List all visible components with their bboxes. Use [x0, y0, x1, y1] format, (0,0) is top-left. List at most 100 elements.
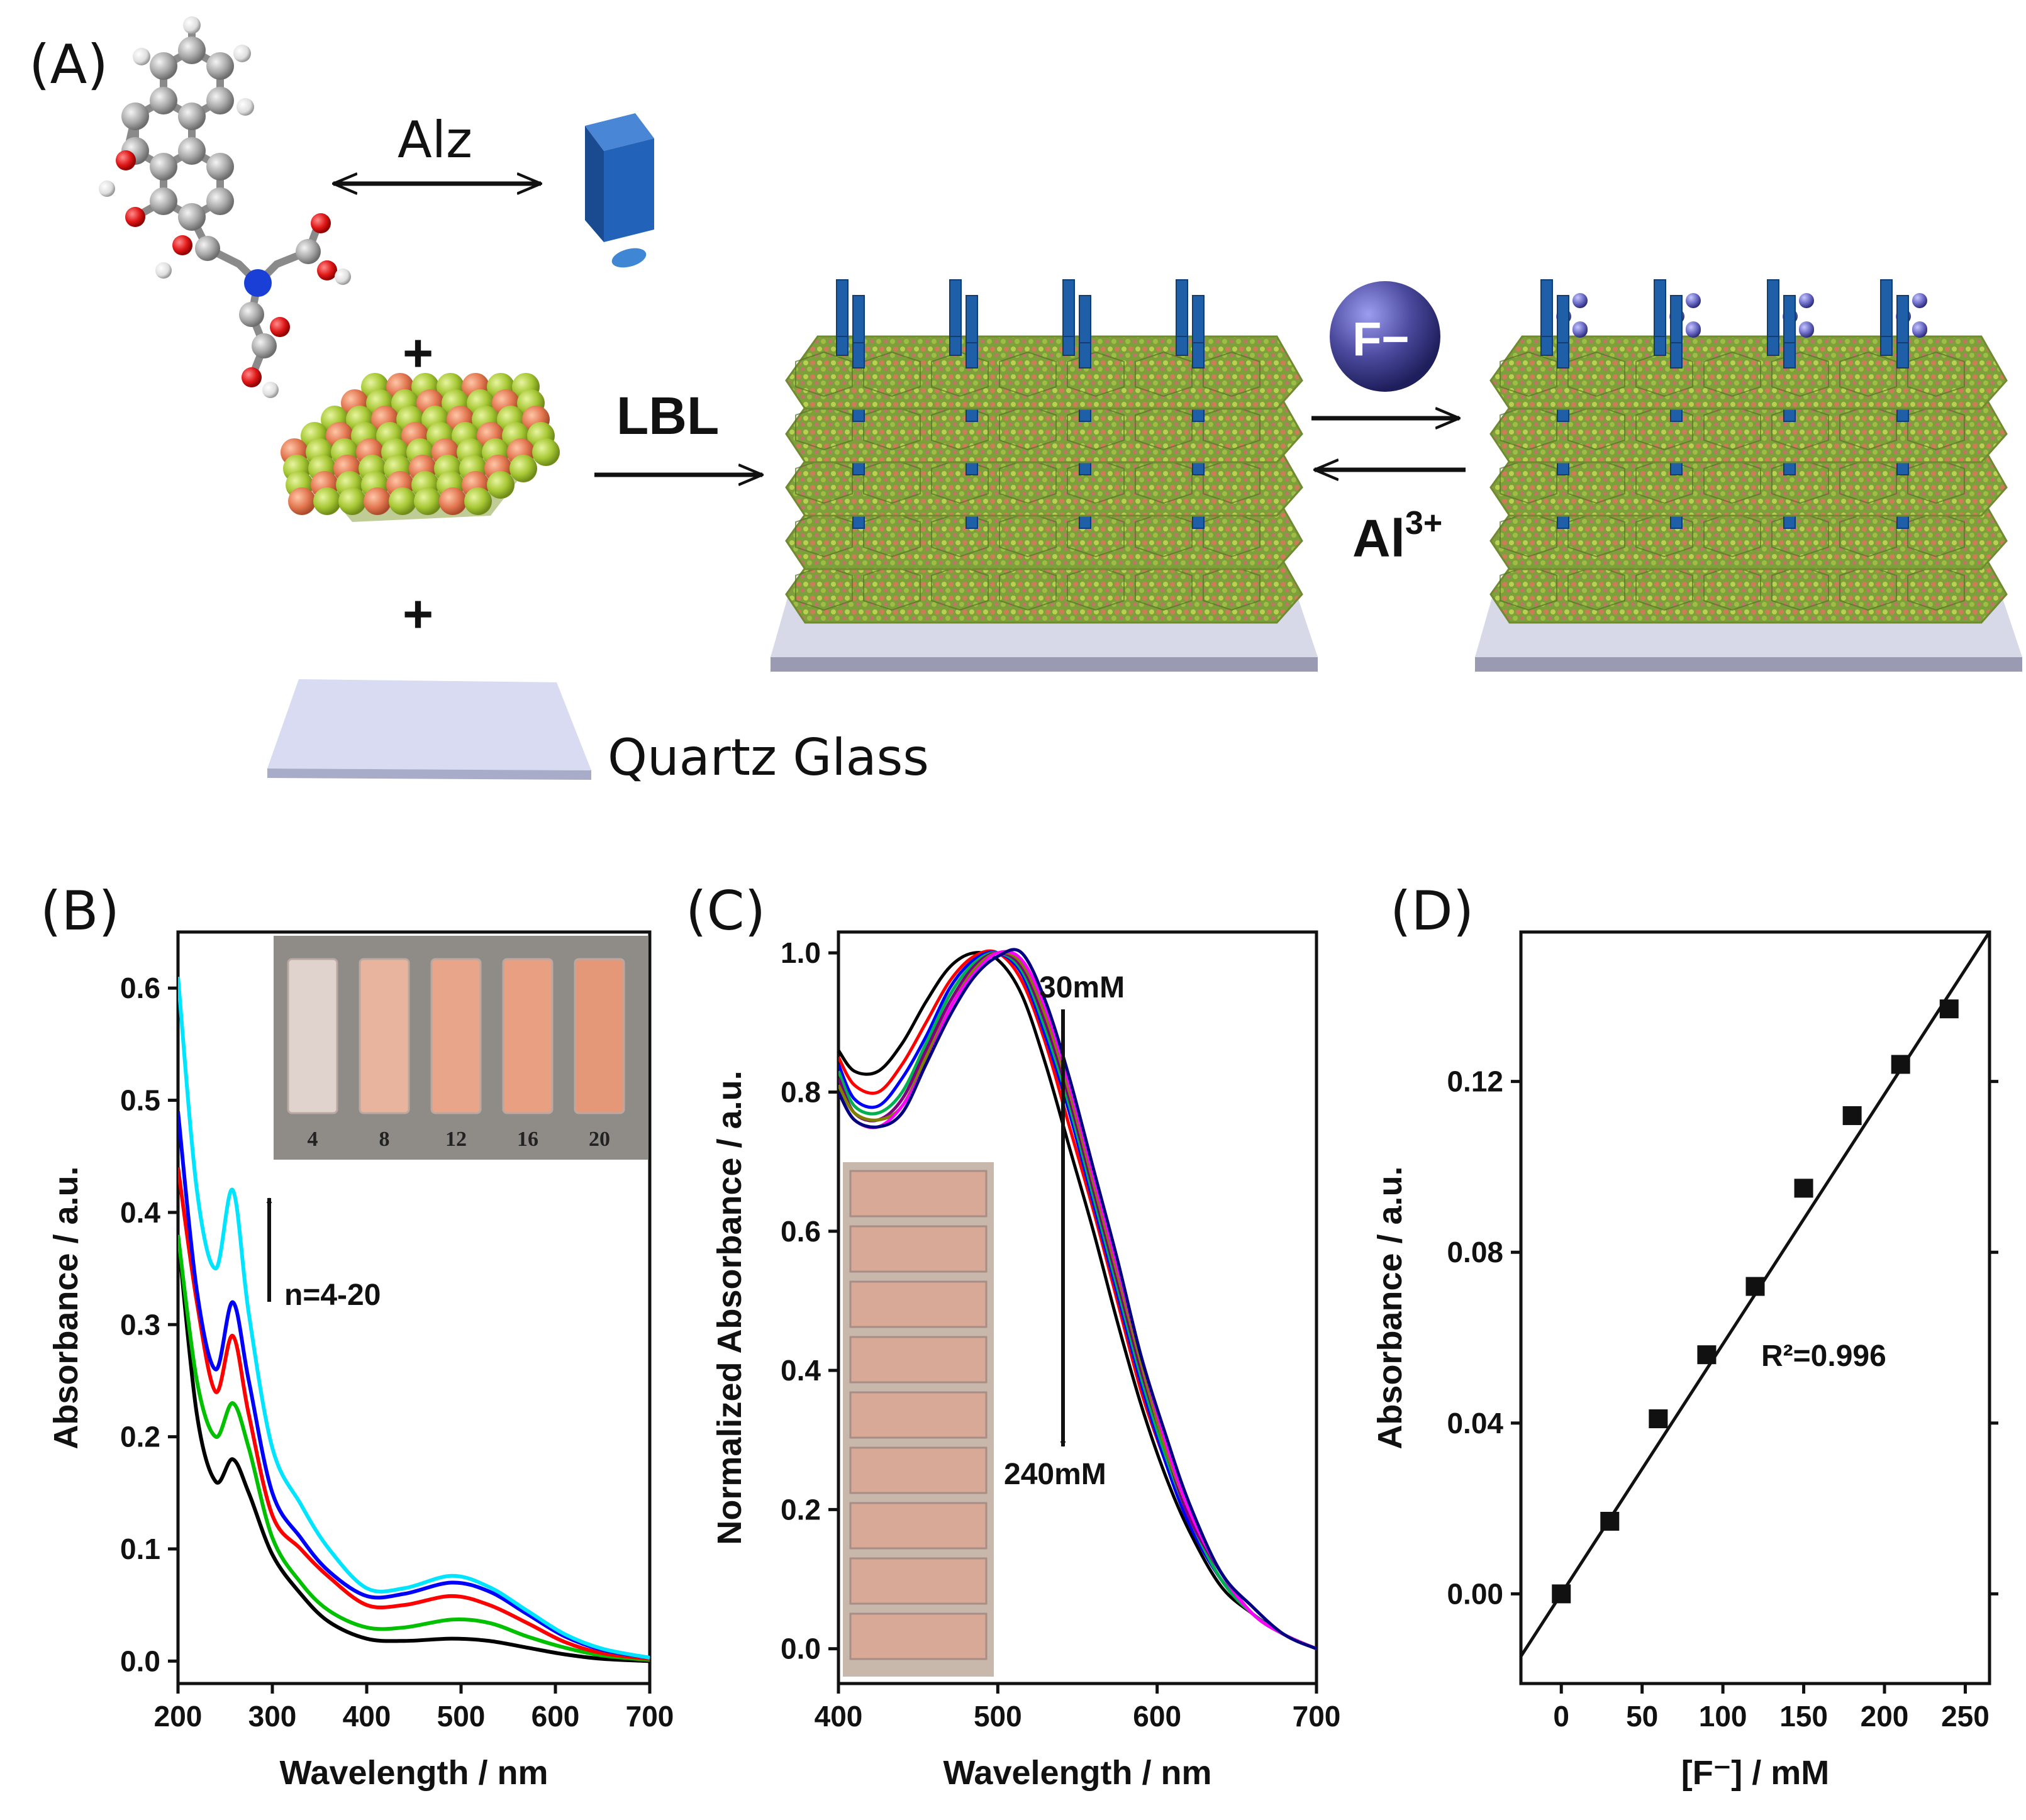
film-strip — [849, 1557, 988, 1605]
data-point — [1552, 1584, 1571, 1604]
ldh-hexagon — [931, 351, 989, 397]
bound-fluoride — [1912, 293, 1927, 308]
ldh-sphere — [389, 487, 416, 515]
film-slide — [430, 958, 482, 1114]
ldh-hexagon — [1907, 565, 1965, 611]
ldh-hexagon — [795, 565, 853, 611]
data-point — [1697, 1345, 1717, 1365]
ldh-sphere — [509, 455, 537, 482]
series-line-4 — [178, 1111, 650, 1660]
aluminum-charge: 3+ — [1405, 505, 1442, 541]
ldh-sphere — [364, 487, 391, 515]
x-tick-label: 500 — [974, 1700, 1022, 1733]
film-strip — [849, 1446, 988, 1494]
film-strip — [849, 1391, 988, 1439]
ldh-hexagon — [1635, 351, 1693, 397]
ldh-hexagon — [1635, 511, 1693, 558]
panel-label-a: (A) — [29, 33, 108, 96]
plot-frame — [837, 930, 1318, 1685]
ldh-sphere — [338, 487, 366, 515]
ldh-hexagon — [999, 565, 1057, 611]
series-line-1 — [178, 1235, 650, 1663]
alz-pillar — [949, 279, 962, 337]
ldh-nanosheet — [281, 373, 560, 522]
slide-number-label: 8 — [379, 1128, 390, 1151]
y-axis-label: Normalized Absorbance / a.u. — [711, 1070, 749, 1545]
film-strip — [849, 1502, 988, 1550]
ldh-layer — [1489, 335, 2008, 410]
data-point — [1600, 1511, 1620, 1531]
x-axis-label: Wavelength / nm — [279, 1754, 548, 1792]
alz-pillar — [1880, 279, 1893, 337]
slide-number-label: 12 — [445, 1128, 467, 1151]
y-tick-label: 0.2 — [781, 1493, 821, 1526]
panel-d-chart: (D) 0 50 100 150 200 250 0.00 0.04 0.08 0.12 [F⁻] … — [1371, 880, 1998, 1792]
data-point — [1649, 1409, 1668, 1429]
ldh-hexagon — [1067, 351, 1125, 397]
film-strip — [849, 1225, 988, 1273]
ldh-sphere — [288, 487, 316, 515]
y-tick-label: 0.1 — [120, 1533, 160, 1565]
svg-text:Al3+: Al3+ — [1352, 505, 1442, 568]
annotation-c-top: 30mM — [1039, 971, 1125, 1004]
data-point — [1939, 999, 1959, 1019]
panel-a-scheme: (A) — [29, 16, 2022, 787]
film-glass-edge — [1475, 657, 2022, 672]
ldh-layer — [785, 335, 1303, 410]
data-point — [1745, 1277, 1765, 1296]
bound-fluoride — [1572, 323, 1588, 338]
alz-pillar — [966, 295, 978, 343]
x-tick-label: 250 — [1941, 1700, 1990, 1733]
inset-film-photo-b: 4 8 12 16 20 — [274, 936, 648, 1160]
quartz-glass-label: Quartz Glass — [608, 728, 929, 787]
fluoride-bound-film — [1475, 279, 2022, 672]
film-strip — [849, 1612, 988, 1660]
ldh-hexagon — [999, 351, 1057, 397]
series-line-3 — [838, 950, 1316, 1650]
panel-label-c: (C) — [686, 880, 765, 943]
x-tick-label: 300 — [248, 1700, 297, 1733]
ldh-sphere — [532, 438, 560, 466]
film-slide — [359, 958, 410, 1114]
inset-film-photo-c — [843, 1162, 994, 1677]
ldh-hexagon — [1067, 511, 1125, 558]
alz-pillar — [1767, 279, 1779, 337]
ldh-hexagon — [1771, 404, 1829, 451]
alz-pillar — [1670, 295, 1683, 343]
bound-fluoride — [1686, 293, 1701, 308]
x-axis-label: Wavelength / nm — [943, 1754, 1211, 1792]
ldh-hexagon — [1500, 565, 1557, 611]
y-tick-label: 0.6 — [120, 972, 160, 1004]
ldh-hexagon — [1703, 404, 1761, 451]
annotation-c-bottom: 240mM — [1004, 1458, 1106, 1491]
film-glass-edge — [771, 657, 1318, 672]
ldh-hexagon — [1771, 458, 1829, 504]
film-slide — [574, 958, 625, 1114]
x-tick-label: 700 — [1293, 1700, 1341, 1733]
annotation-b: n=4-20 — [284, 1279, 381, 1312]
quartz-glass-slide — [267, 679, 591, 780]
ldh-hexagon — [1067, 458, 1125, 504]
plot-frame — [176, 930, 652, 1685]
y-tick-label: 0.00 — [1447, 1577, 1503, 1610]
panel-c-chart: (C) 400 500 600 700 0.0 0.2 0.4 0.6 0.8 1.0 Wavele… — [686, 880, 1340, 1792]
x-tick-label: 100 — [1699, 1700, 1747, 1733]
y-tick-label: 0.0 — [781, 1633, 821, 1665]
slide-number-label: 4 — [308, 1128, 318, 1151]
ldh-hexagon — [1703, 511, 1761, 558]
bound-fluoride — [1799, 293, 1814, 308]
y-tick-label: 0.04 — [1447, 1407, 1503, 1440]
ldh-hexagon — [1635, 404, 1693, 451]
x-axis-label: [F⁻] / mM — [1681, 1754, 1829, 1792]
y-tick-label: 0.2 — [120, 1421, 160, 1453]
ldh-hexagon — [1771, 565, 1829, 611]
x-tick-label: 600 — [1133, 1700, 1181, 1733]
slide-number-label: 20 — [589, 1128, 610, 1151]
x-tick-label: 400 — [343, 1700, 391, 1733]
fluoride-ion-ball: F− — [1330, 281, 1440, 392]
ldh-hexagon — [931, 458, 989, 504]
series-line-8 — [838, 948, 1316, 1650]
ldh-hexagon — [1771, 511, 1829, 558]
bound-fluoride — [1912, 323, 1927, 338]
